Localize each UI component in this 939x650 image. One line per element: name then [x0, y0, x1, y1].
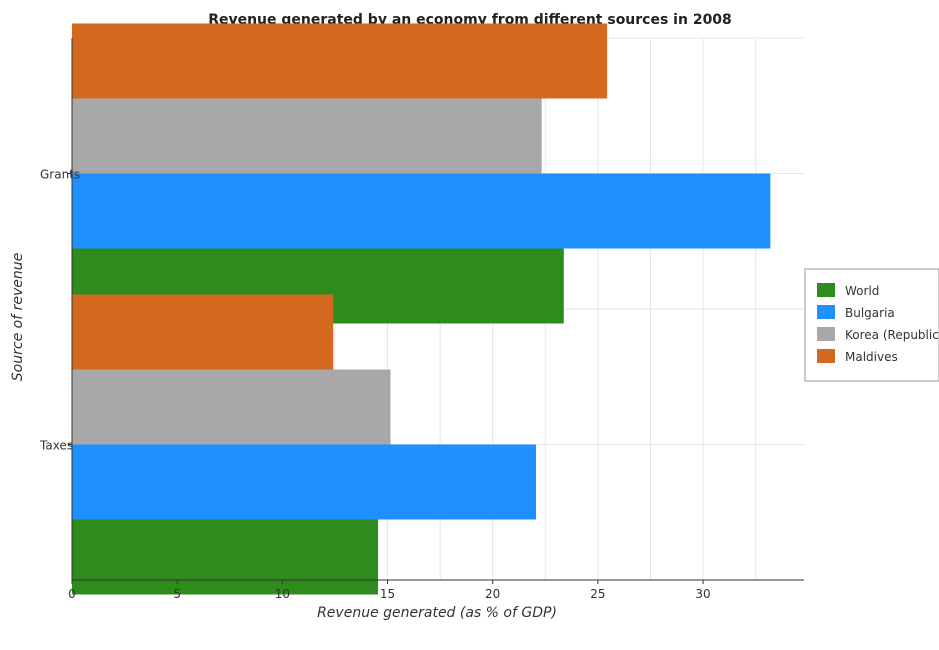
y-axis-label: Source of revenue: [10, 253, 26, 381]
bar-taxes-maldives: [72, 294, 334, 370]
legend-swatch: [817, 283, 835, 297]
legend-swatch: [817, 349, 835, 363]
bar-grants-korea-republic: [72, 98, 542, 174]
x-tick-label: 20: [485, 587, 500, 601]
legend-swatch: [817, 305, 835, 319]
legend-label: Maldives: [845, 350, 898, 364]
x-tick-label: 30: [695, 587, 710, 601]
x-tick-label: 0: [68, 587, 76, 601]
bar-taxes-korea-republic: [72, 369, 391, 445]
bar-taxes-bulgaria: [72, 444, 537, 520]
bar-grants-bulgaria: [72, 173, 771, 249]
legend: World Bulgaria Korea (Republic) Maldives: [804, 268, 939, 382]
legend-swatch: [817, 327, 835, 341]
x-tick-label: 15: [380, 587, 395, 601]
bar-taxes-world: [72, 519, 379, 595]
category-label: Taxes: [39, 439, 73, 453]
x-tick-label: 25: [590, 587, 605, 601]
axes: Grants Taxes 0 5 10 15 20 25 30: [39, 38, 804, 601]
x-tick-label: 5: [173, 587, 181, 601]
bar-grants-maldives: [72, 23, 608, 99]
legend-label: Bulgaria: [845, 306, 895, 320]
x-axis-label: Revenue generated (as % of GDP): [317, 605, 557, 621]
legend-label: World: [845, 284, 879, 298]
x-tick-label: 10: [275, 587, 290, 601]
bars: [72, 23, 771, 595]
legend-label: Korea (Republic): [845, 328, 939, 342]
category-label: Grants: [40, 168, 80, 182]
